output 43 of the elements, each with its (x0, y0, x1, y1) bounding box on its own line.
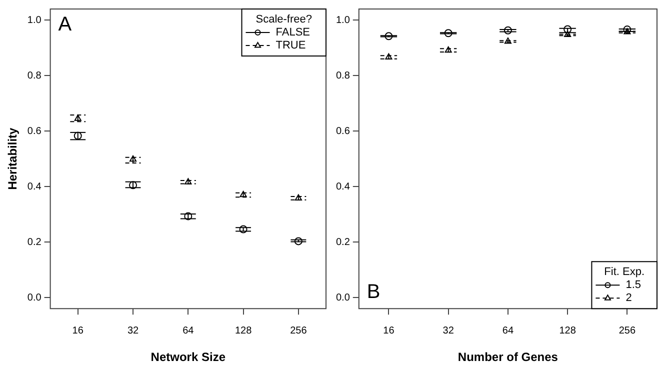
legend-label: FALSE (276, 26, 310, 39)
y-tick-label: 0.8 (27, 70, 42, 82)
point (184, 178, 192, 184)
point (74, 114, 82, 121)
y-tick-label: 0.6 (336, 126, 350, 137)
legend-label: 1.5 (626, 279, 642, 292)
x-tick-label: 32 (442, 325, 454, 336)
point (74, 132, 82, 140)
annotation: B (366, 281, 380, 304)
x-tick-label: 64 (182, 325, 194, 336)
y-tick-label: 0.0 (27, 292, 42, 304)
point (184, 212, 192, 220)
y-tick-label: 0.4 (336, 181, 350, 192)
legend-label: TRUE (276, 40, 306, 52)
y-tick-label: 1.0 (336, 14, 350, 26)
x-tick-label: 16 (383, 325, 395, 336)
y-tick-label: 1.0 (27, 14, 42, 26)
y-tick-label: 0.6 (27, 126, 42, 137)
x-tick-label: 128 (559, 325, 576, 336)
y-tick-label: 0.2 (27, 236, 42, 248)
legend-title: Scale-free? (256, 14, 312, 26)
annotation: A (58, 14, 72, 36)
x-tick-label: 256 (618, 325, 636, 336)
x-tick-label: 16 (72, 325, 84, 336)
point (240, 190, 247, 198)
x-tick-label: 32 (127, 325, 140, 336)
point (294, 194, 302, 200)
point (239, 225, 248, 234)
point (294, 237, 302, 246)
point (129, 155, 137, 162)
legend-title: Fit. Exp. (604, 266, 645, 278)
y-tick-label: 0.0 (336, 292, 350, 304)
x-axis-title: Number of Genes (458, 350, 558, 364)
x-tick-label: 128 (234, 325, 252, 336)
y-tick-label: 0.8 (336, 70, 350, 82)
point (129, 181, 138, 190)
x-tick-label: 256 (290, 325, 308, 336)
legend-label: 2 (626, 292, 632, 304)
x-axis-title: Network Size (150, 350, 226, 364)
y-tick-label: 0.2 (336, 236, 350, 248)
y-tick-label: 0.4 (27, 181, 42, 192)
x-tick-label: 64 (502, 325, 514, 336)
y-axis-title: Heritability (6, 127, 20, 190)
